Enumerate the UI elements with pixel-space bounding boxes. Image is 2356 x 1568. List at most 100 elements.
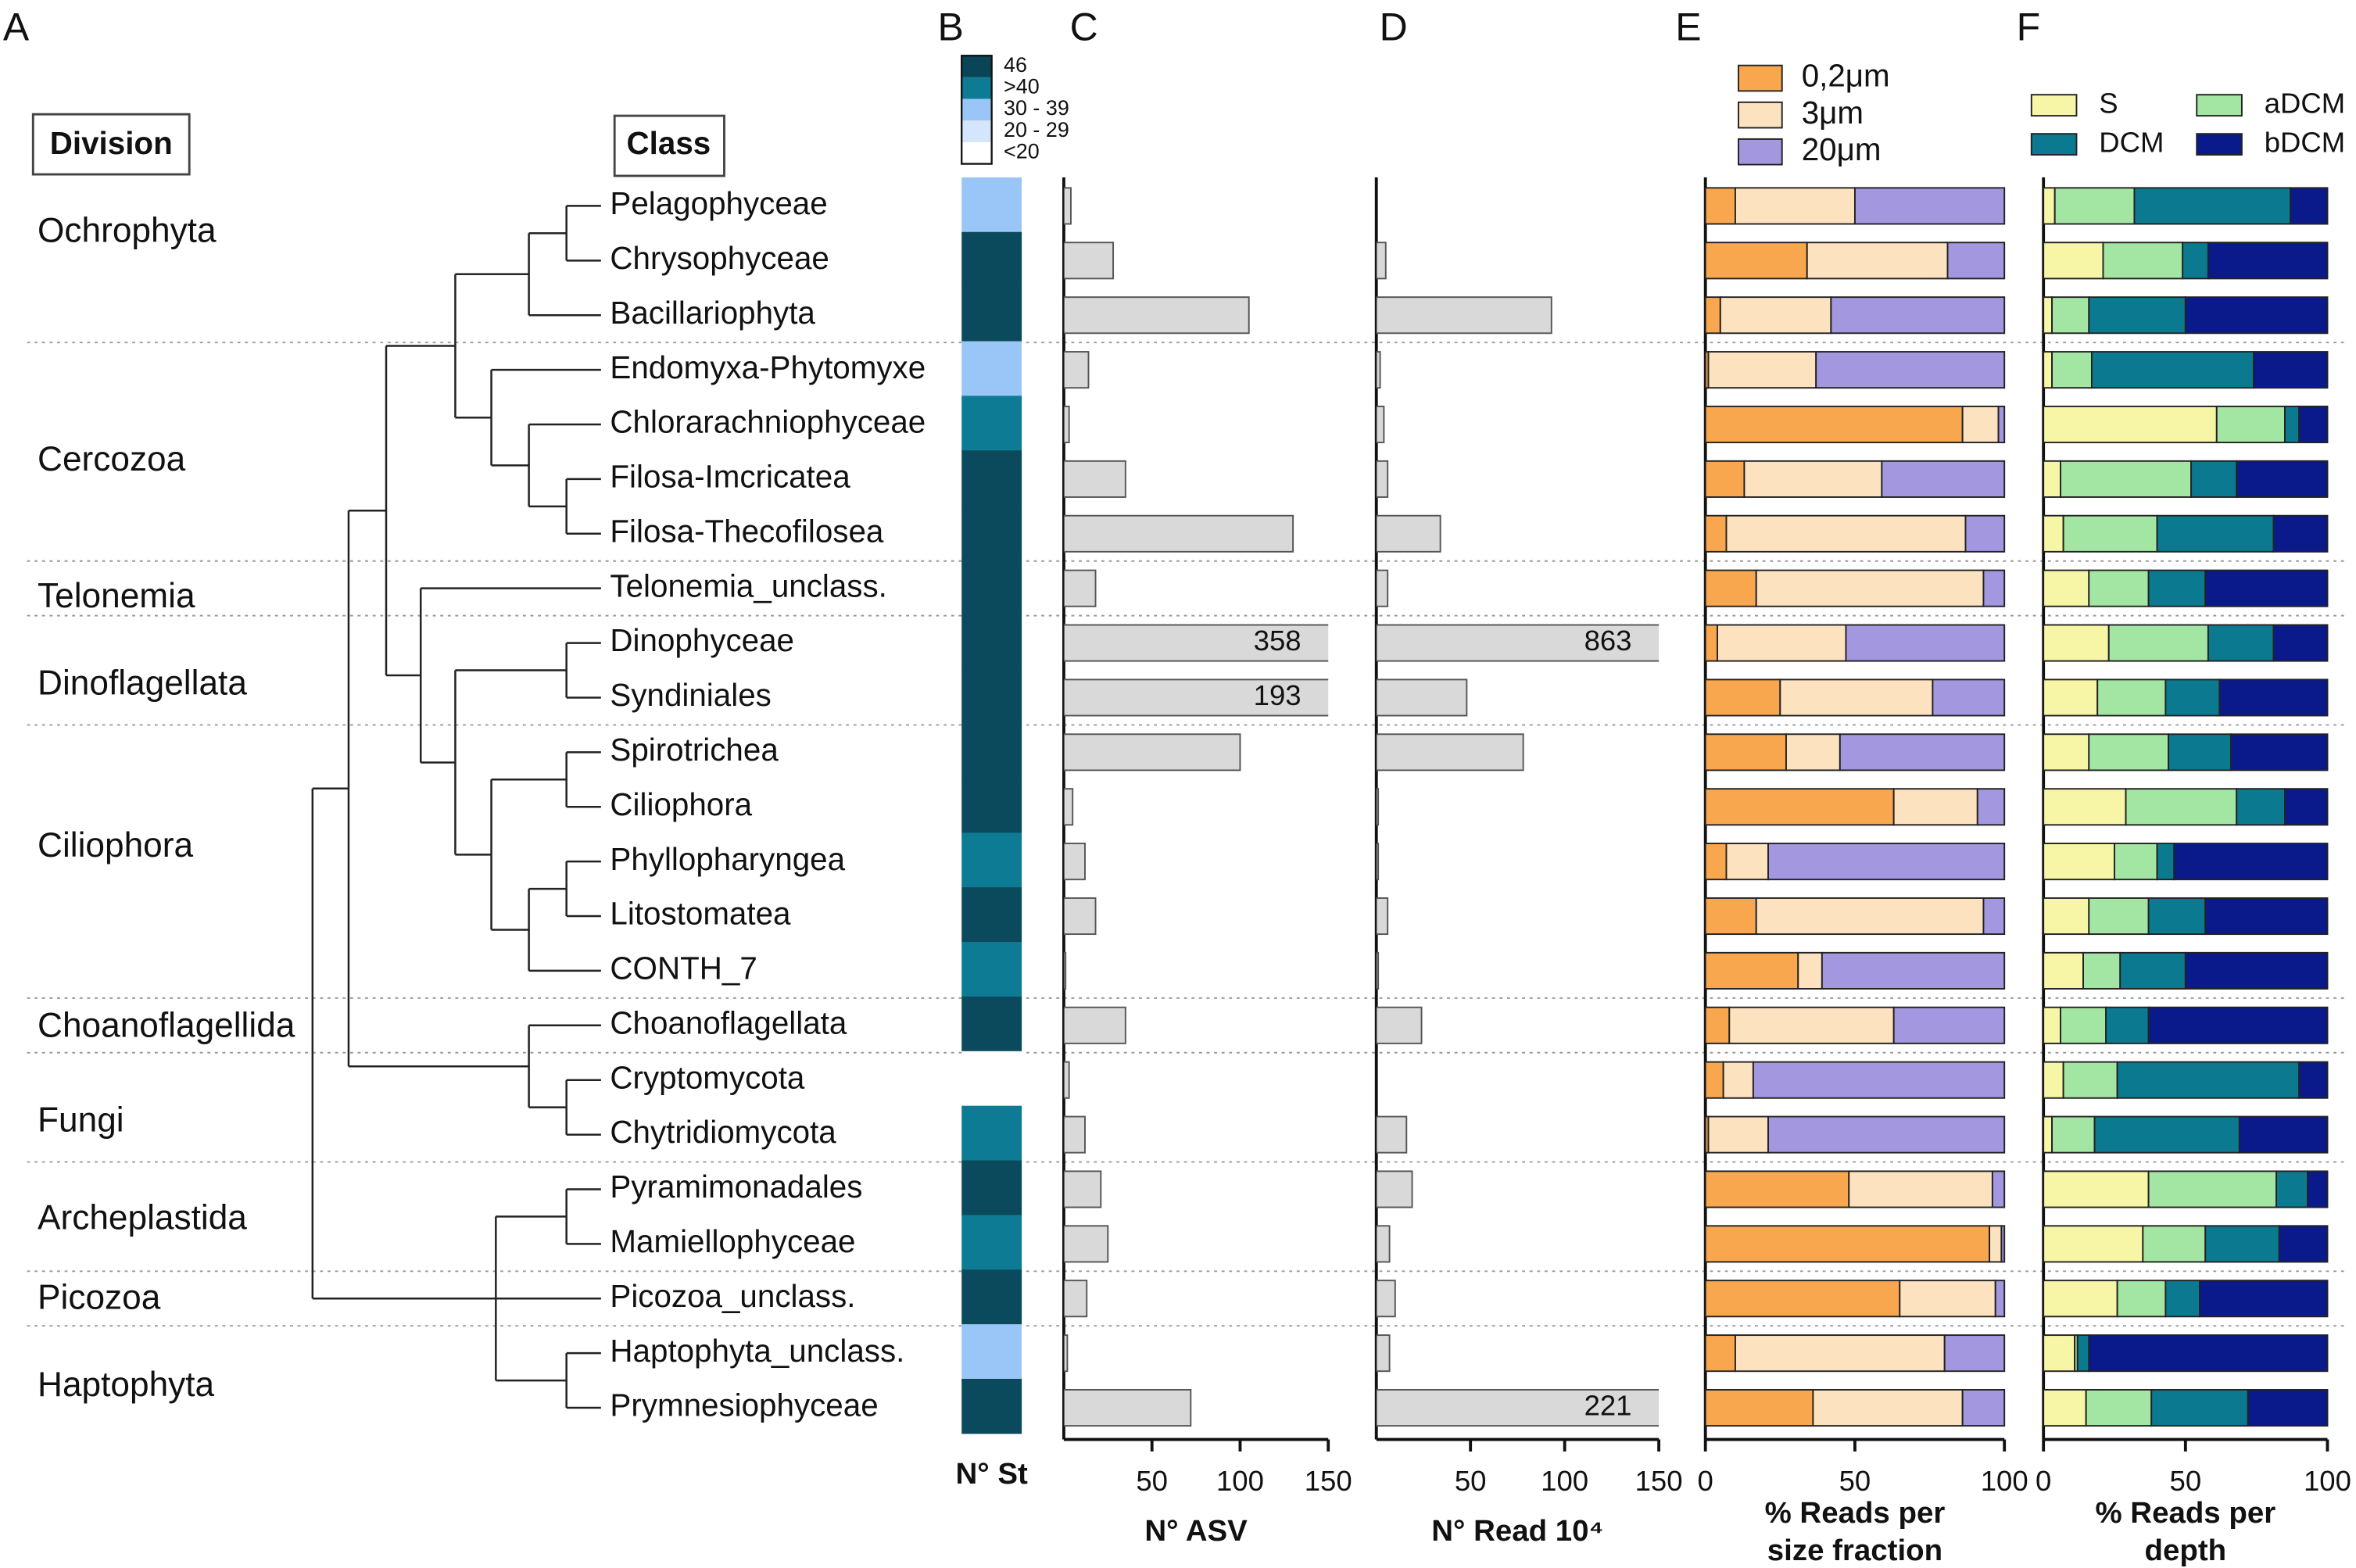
bar-segment	[2043, 242, 2104, 280]
bar	[1376, 1225, 1391, 1263]
bar-segment	[2051, 296, 2090, 335]
heatmap-cell	[961, 778, 1022, 833]
heatmap-cell	[961, 450, 1022, 506]
bar-segment	[2147, 1006, 2329, 1044]
legend-label: 20μm	[1802, 131, 1882, 167]
bar	[1376, 624, 1660, 662]
bar-segment	[2105, 1006, 2150, 1044]
bar-segment	[1994, 1280, 2006, 1318]
header-box	[613, 114, 725, 177]
bar-segment	[2253, 351, 2329, 389]
bar	[1376, 296, 1552, 335]
bar-segment	[1704, 678, 1781, 717]
class-label: Litostomatea	[610, 896, 791, 932]
heatmap-cell	[961, 1215, 1022, 1270]
bar-segment	[1707, 1115, 1769, 1154]
bar-segment	[1704, 1225, 1991, 1263]
bar	[1376, 897, 1389, 936]
bar-segment	[2298, 405, 2329, 444]
bar-segment	[1725, 514, 1967, 553]
bar-segment	[1704, 569, 1757, 607]
bar-segment	[2043, 569, 2090, 607]
bar-segment	[1734, 187, 1856, 225]
bar-segment	[2043, 1006, 2061, 1044]
heatmap-cell	[961, 231, 1022, 288]
heatmap-cell	[961, 559, 1022, 615]
bar	[1063, 296, 1250, 335]
bar-segment	[2051, 351, 2093, 389]
bar	[1376, 514, 1441, 553]
bar-segment	[2043, 514, 2064, 553]
heatmap-cell	[961, 1324, 1022, 1380]
bar-segment	[2298, 1061, 2329, 1099]
bar-segment	[1961, 405, 2000, 444]
heatmap-cell	[961, 505, 1022, 560]
bar-segment	[1982, 897, 2006, 936]
bar	[1376, 733, 1524, 771]
legend-swatch	[1738, 64, 1783, 92]
x-tick-label: 0	[2036, 1465, 2051, 1497]
division-label: Archeplastida	[38, 1199, 247, 1237]
bar-segment	[2043, 733, 2090, 771]
division-label: Fungi	[38, 1101, 124, 1140]
bar-segment	[2043, 1225, 2144, 1263]
bar-segment	[2156, 514, 2275, 553]
bar	[1063, 733, 1241, 771]
bar-segment	[1767, 843, 2006, 881]
bar-segment	[2247, 1389, 2329, 1427]
x-tick-label: 100	[2304, 1465, 2351, 1497]
bar-segment	[2307, 1170, 2329, 1208]
bar	[1376, 788, 1380, 826]
heatmap-cell	[961, 614, 1022, 670]
bar-segment	[1704, 733, 1787, 771]
legend-swatch	[1738, 138, 1783, 166]
bar-segment	[2043, 1280, 2118, 1318]
bar-segment	[2043, 1061, 2064, 1099]
bar-segment	[2088, 569, 2150, 607]
x-tick-label: 0	[1698, 1465, 1713, 1497]
class-label: Phyllopharyngea	[610, 841, 845, 877]
bar-segment	[2272, 624, 2329, 662]
bar-segment	[1755, 569, 1985, 607]
bar-segment	[2125, 788, 2238, 826]
division-label: Cercozoa	[38, 440, 186, 478]
division-header: Division	[50, 125, 173, 161]
bar	[1376, 1006, 1423, 1044]
bar	[1063, 951, 1067, 990]
bar-segment	[2088, 733, 2169, 771]
bar-segment	[1797, 951, 1823, 990]
legend-swatch	[2196, 94, 2243, 117]
bar-segment	[1815, 351, 2006, 389]
bar	[1376, 1170, 1413, 1208]
bar	[1063, 624, 1329, 662]
division-label: Telonemia	[38, 577, 195, 615]
bar-segment	[2096, 678, 2167, 717]
x-tick-label: 100	[1981, 1465, 2028, 1497]
class-label: Filosa-Thecofilosea	[610, 513, 883, 549]
bar	[1063, 242, 1115, 280]
bar-segment	[1991, 1170, 2006, 1208]
bar	[1063, 1280, 1088, 1318]
bar-segment	[1704, 843, 1728, 881]
bar-segment	[2168, 733, 2232, 771]
heatmap-cell	[961, 1160, 1022, 1215]
bar	[1063, 460, 1126, 498]
bar-segment	[1961, 1389, 2006, 1427]
legend-label: >40	[1004, 74, 1040, 98]
bar-segment	[1755, 897, 1985, 936]
class-label: Endomyxa-Phytomyxe	[610, 349, 926, 385]
bar-segment	[2043, 460, 2061, 498]
heatmap-cell	[961, 1379, 1022, 1434]
panel-label: E	[1675, 5, 1701, 49]
bar-segment	[2043, 187, 2056, 225]
bar-segment	[2182, 242, 2209, 280]
bar-segment	[1704, 296, 1721, 335]
bar-segment	[1722, 1061, 1754, 1099]
bar-segment	[2199, 1280, 2329, 1318]
heatmap-cell	[961, 1105, 1022, 1162]
bar-segment	[2150, 1389, 2249, 1427]
x-axis-label: N° St	[956, 1457, 1028, 1491]
panel-label: A	[3, 5, 30, 49]
bar-segment	[1943, 1334, 2006, 1373]
